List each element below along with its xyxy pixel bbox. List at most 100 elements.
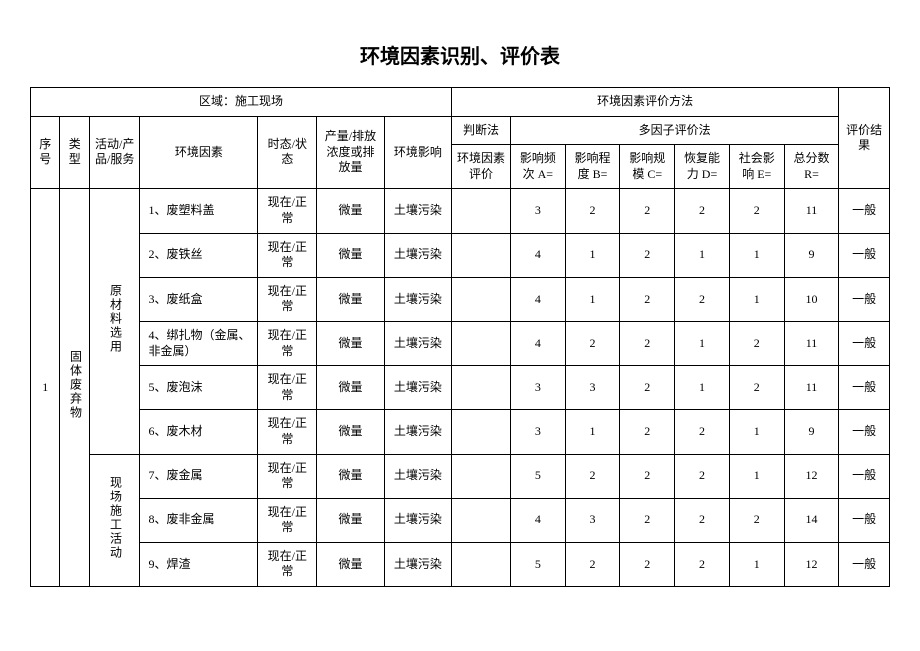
col-judge-method: 判断法 xyxy=(452,116,511,145)
cell-a: 4 xyxy=(510,233,565,277)
cell-d: 2 xyxy=(675,410,730,454)
cell-c: 2 xyxy=(620,366,675,410)
cell-d: 1 xyxy=(675,233,730,277)
cell-amount: 微量 xyxy=(317,498,384,542)
cell-d: 2 xyxy=(675,454,730,498)
cell-timing: 现在/正常 xyxy=(258,366,317,410)
cell-r: 11 xyxy=(784,366,839,410)
cell-r: 12 xyxy=(784,454,839,498)
cell-c: 2 xyxy=(620,410,675,454)
cell-amount: 微量 xyxy=(317,321,384,365)
cell-res: 一般 xyxy=(839,321,890,365)
col-multi-method: 多因子评价法 xyxy=(510,116,838,145)
cell-r: 14 xyxy=(784,498,839,542)
cell-timing: 现在/正常 xyxy=(258,277,317,321)
cell-e: 1 xyxy=(729,233,784,277)
cell-c: 2 xyxy=(620,189,675,233)
cell-impact: 土壤污染 xyxy=(384,321,451,365)
cell-e: 2 xyxy=(729,498,784,542)
cell-timing: 现在/正常 xyxy=(258,321,317,365)
cell-res: 一般 xyxy=(839,233,890,277)
area-header: 区域：施工现场 xyxy=(31,88,452,117)
cell-factor: 4、绑扎物（金属、非金属） xyxy=(140,321,258,365)
col-type: 类型 xyxy=(60,116,89,189)
cell-a: 3 xyxy=(510,410,565,454)
cell-r: 12 xyxy=(784,542,839,586)
cell-judge xyxy=(452,233,511,277)
table-row: 2、废铁丝现在/正常微量土壤污染412119一般 xyxy=(31,233,890,277)
cell-impact: 土壤污染 xyxy=(384,189,451,233)
cell-d: 1 xyxy=(675,366,730,410)
cell-e: 1 xyxy=(729,277,784,321)
col-factor: 环境因素 xyxy=(140,116,258,189)
table-row: 4、绑扎物（金属、非金属）现在/正常微量土壤污染4221211一般 xyxy=(31,321,890,365)
col-amount: 产量/排放浓度或排放量 xyxy=(317,116,384,189)
cell-judge xyxy=(452,321,511,365)
cell-amount: 微量 xyxy=(317,542,384,586)
cell-e: 2 xyxy=(729,366,784,410)
cell-a: 4 xyxy=(510,498,565,542)
cell-a: 4 xyxy=(510,321,565,365)
cell-e: 2 xyxy=(729,189,784,233)
cell-res: 一般 xyxy=(839,366,890,410)
cell-c: 2 xyxy=(620,498,675,542)
cell-res: 一般 xyxy=(839,277,890,321)
cell-factor: 8、废非金属 xyxy=(140,498,258,542)
cell-b: 3 xyxy=(565,498,620,542)
cell-e: 1 xyxy=(729,542,784,586)
cell-b: 1 xyxy=(565,233,620,277)
cell-res: 一般 xyxy=(839,189,890,233)
col-b: 影响程度 B= xyxy=(565,145,620,189)
cell-judge xyxy=(452,410,511,454)
cell-activity: 原材料选用 xyxy=(89,189,140,454)
table-row: 8、废非金属现在/正常微量土壤污染4322214一般 xyxy=(31,498,890,542)
cell-timing: 现在/正常 xyxy=(258,454,317,498)
cell-c: 2 xyxy=(620,233,675,277)
cell-impact: 土壤污染 xyxy=(384,366,451,410)
cell-r: 10 xyxy=(784,277,839,321)
cell-d: 1 xyxy=(675,321,730,365)
table-row: 1固体废弃物原材料选用1、废塑料盖现在/正常微量土壤污染3222211一般 xyxy=(31,189,890,233)
col-timing: 时态/状态 xyxy=(258,116,317,189)
cell-timing: 现在/正常 xyxy=(258,189,317,233)
cell-factor: 1、废塑料盖 xyxy=(140,189,258,233)
cell-b: 1 xyxy=(565,410,620,454)
cell-amount: 微量 xyxy=(317,366,384,410)
cell-judge xyxy=(452,189,511,233)
cell-b: 2 xyxy=(565,189,620,233)
cell-amount: 微量 xyxy=(317,410,384,454)
cell-amount: 微量 xyxy=(317,189,384,233)
table-row: 3、废纸盒现在/正常微量土壤污染4122110一般 xyxy=(31,277,890,321)
cell-r: 9 xyxy=(784,410,839,454)
cell-factor: 5、废泡沫 xyxy=(140,366,258,410)
cell-b: 2 xyxy=(565,454,620,498)
cell-judge xyxy=(452,366,511,410)
col-impact: 环境影响 xyxy=(384,116,451,189)
cell-r: 11 xyxy=(784,189,839,233)
cell-d: 2 xyxy=(675,498,730,542)
cell-judge xyxy=(452,277,511,321)
col-r: 总分数 R= xyxy=(784,145,839,189)
cell-res: 一般 xyxy=(839,410,890,454)
cell-judge xyxy=(452,454,511,498)
cell-impact: 土壤污染 xyxy=(384,542,451,586)
cell-e: 1 xyxy=(729,454,784,498)
cell-activity: 现场施工活动 xyxy=(89,454,140,587)
cell-amount: 微量 xyxy=(317,233,384,277)
page-title: 环境因素识别、评价表 xyxy=(30,40,890,69)
table-row: 现场施工活动7、废金属现在/正常微量土壤污染5222112一般 xyxy=(31,454,890,498)
table-row: 9、焊渣现在/正常微量土壤污染5222112一般 xyxy=(31,542,890,586)
cell-c: 2 xyxy=(620,277,675,321)
cell-timing: 现在/正常 xyxy=(258,233,317,277)
cell-impact: 土壤污染 xyxy=(384,410,451,454)
col-c: 影响规模 C= xyxy=(620,145,675,189)
cell-factor: 9、焊渣 xyxy=(140,542,258,586)
col-a: 影响频次 A= xyxy=(510,145,565,189)
cell-res: 一般 xyxy=(839,498,890,542)
cell-impact: 土壤污染 xyxy=(384,498,451,542)
table-row: 6、废木材现在/正常微量土壤污染312219一般 xyxy=(31,410,890,454)
result-header: 评价结果 xyxy=(839,88,890,189)
cell-r: 11 xyxy=(784,321,839,365)
cell-d: 2 xyxy=(675,277,730,321)
col-e: 社会影响 E= xyxy=(729,145,784,189)
